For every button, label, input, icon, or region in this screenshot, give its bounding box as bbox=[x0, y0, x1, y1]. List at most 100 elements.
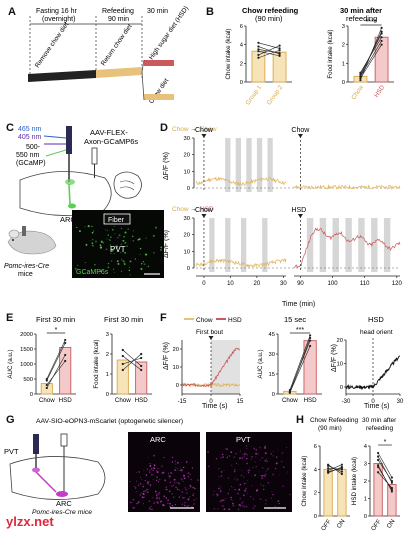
fluorescence-dot bbox=[155, 497, 158, 499]
fluorescence-dot bbox=[120, 243, 123, 246]
fluorescence-dot bbox=[165, 488, 167, 491]
bar bbox=[116, 359, 129, 395]
fluorescence-dot bbox=[139, 494, 142, 496]
fluorescence-dot bbox=[162, 471, 165, 474]
panel-d: D Chow → Chow Chow → HSD 0 10 20 30 0 10 20 30 C… bbox=[160, 118, 404, 310]
fluorescence-dot bbox=[111, 228, 114, 231]
trace-line bbox=[195, 258, 287, 268]
fluorescence-dot bbox=[271, 490, 273, 492]
fluorescence-dot bbox=[143, 490, 145, 493]
fluorescence-dot bbox=[228, 488, 230, 490]
fluorescence-dot bbox=[171, 461, 174, 463]
fluorescence-dot bbox=[217, 494, 219, 496]
fluorescence-dot bbox=[261, 476, 263, 478]
fluorescence-dot bbox=[138, 238, 141, 240]
fluorescence-dot bbox=[180, 469, 183, 472]
fluorescence-dot bbox=[132, 498, 135, 501]
fluorescence-dot bbox=[260, 484, 262, 486]
fluorescence-dot bbox=[107, 234, 109, 236]
fluorescence-dot bbox=[253, 447, 256, 450]
y-tick-label: 0 bbox=[364, 514, 367, 520]
fluorescence-dot bbox=[134, 258, 137, 260]
fluorescence-dot bbox=[251, 456, 253, 458]
fluorescence-dot bbox=[240, 474, 243, 477]
fluorescence-dot bbox=[247, 469, 250, 472]
h-title-left-sub: (90 min) bbox=[318, 425, 342, 432]
data-point bbox=[121, 362, 124, 366]
fluorescence-dot bbox=[230, 498, 232, 501]
fluorescence-dot bbox=[218, 475, 220, 478]
d-legend-bot-a: Chow bbox=[172, 206, 189, 213]
data-point bbox=[278, 49, 281, 52]
y-tick-label: 10 bbox=[173, 365, 179, 371]
fluorescence-dot bbox=[243, 455, 246, 458]
fluorescence-dot bbox=[222, 505, 224, 507]
data-point bbox=[380, 39, 383, 43]
data-point bbox=[359, 71, 362, 74]
fluorescence-dot bbox=[147, 488, 149, 490]
fluorescence-dot bbox=[278, 474, 280, 476]
feeding-bout bbox=[262, 218, 268, 272]
fluorescence-dot bbox=[74, 267, 77, 270]
y-tick-label: 1 bbox=[342, 61, 345, 67]
c-wl2: 405 nm bbox=[18, 134, 42, 141]
fluorescence-dot bbox=[189, 496, 191, 498]
y-tick-label: 4 bbox=[364, 444, 368, 450]
fluorescence-dot bbox=[230, 451, 233, 454]
y-tick-label: 2 bbox=[364, 479, 367, 485]
fluorescence-dot bbox=[232, 502, 234, 505]
h-right-chart: 0 1 2 3 4 HSD intake (kcal) OFF ON * bbox=[351, 439, 400, 532]
y-tick-label: 6 bbox=[314, 444, 317, 450]
feeding-bout bbox=[371, 218, 378, 272]
fluorescence-dot bbox=[225, 448, 227, 450]
data-point bbox=[257, 41, 260, 44]
fluorescence-dot bbox=[152, 469, 155, 472]
y-axis-label: Food intake (kcal) bbox=[327, 29, 334, 78]
fluorescence-dot bbox=[138, 471, 140, 473]
h-left-chart: 0 2 4 6 Chow intake (kcal) OFF ON bbox=[301, 444, 350, 532]
subject-line bbox=[258, 45, 280, 56]
feeding-bout bbox=[256, 138, 263, 192]
fluorescence-dot bbox=[143, 483, 145, 485]
data-point bbox=[340, 470, 343, 473]
x-tick-label: 110 bbox=[360, 281, 370, 287]
fluorescence-dot bbox=[252, 498, 255, 501]
fluorescence-dot bbox=[154, 226, 158, 229]
x-tick-label: 15 bbox=[237, 399, 244, 405]
fluorescence-dot bbox=[264, 445, 267, 448]
fluorescence-dot bbox=[109, 239, 112, 242]
b-right-chart: 0 1 2 3 Food intake (kcal) Chow HSD **** bbox=[327, 19, 394, 101]
fluorescence-dot bbox=[87, 225, 90, 228]
c-virus2: Axon-GCaMP6s bbox=[84, 137, 138, 146]
fluorescence-dot bbox=[286, 471, 288, 473]
data-point bbox=[257, 45, 260, 48]
c-mice: Pomc-ires-Cre bbox=[4, 263, 49, 270]
fluorescence-dot bbox=[144, 253, 146, 255]
e-left-chart: 0 500 1000 1500 2000 AUC (a.u.) Chow HSD * bbox=[7, 327, 76, 404]
a-chow: Chow diet bbox=[148, 77, 170, 105]
fluorescence-dot bbox=[132, 507, 134, 509]
fluorescence-dot bbox=[152, 454, 155, 457]
fluorescence-dot bbox=[221, 499, 223, 502]
data-point bbox=[380, 43, 383, 46]
fluorescence-dot bbox=[78, 230, 81, 233]
feeding-bout bbox=[306, 218, 314, 272]
data-point bbox=[257, 56, 260, 59]
panel-f-charts: Chow HSD First bout 0 10 20 -15 0 15 ΔF/F (%)… bbox=[163, 315, 404, 410]
y-tick-label: 3 bbox=[364, 462, 367, 468]
panel-label-b: B bbox=[206, 6, 214, 18]
panel-a: A Fasting 16 hr (overnight) Refeeding 90… bbox=[0, 0, 200, 112]
panel-e-charts: First 30 min First 30 min 05001000150020… bbox=[7, 315, 152, 404]
fluorescence-dot bbox=[228, 455, 231, 457]
fluorescence-dot bbox=[145, 474, 148, 476]
fluorescence-dot bbox=[231, 486, 232, 488]
feeding-bout bbox=[246, 138, 252, 192]
fluorescence-dot bbox=[111, 248, 113, 250]
data-point bbox=[340, 472, 343, 476]
fluorescence-dot bbox=[158, 497, 161, 499]
fluorescence-dot bbox=[122, 239, 125, 242]
f-title-right: HSD bbox=[368, 315, 384, 324]
y-tick-label: 30 bbox=[184, 216, 190, 222]
panel-h: H Chow Refeeding (90 min) 30 min after r… bbox=[296, 412, 404, 535]
data-point bbox=[390, 476, 393, 479]
